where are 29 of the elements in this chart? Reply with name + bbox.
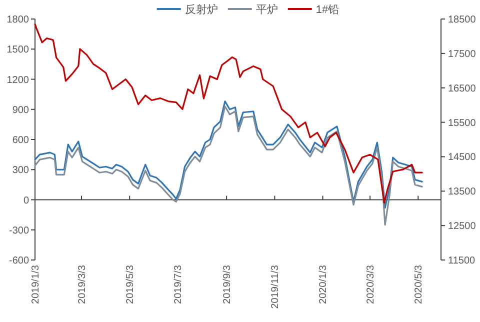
y2-tick-label: 18500 [448, 14, 476, 26]
y-tick-label: 1500 [6, 44, 30, 56]
y2-tick-label: 12500 [448, 221, 476, 232]
legend-label: 平炉 [256, 3, 278, 16]
y2-tick-label: 17500 [448, 48, 476, 60]
x-tick-label: 2019/1/3 [30, 264, 42, 304]
x-tick-label: 2019/7/3 [173, 264, 184, 304]
x-tick-label: 2019/3/3 [77, 264, 88, 304]
y2-tick-label: 16500 [448, 83, 476, 94]
x-tick-label: 2019/9/3 [222, 264, 234, 304]
legend-label: 反射炉 [184, 3, 218, 16]
x-tick-label: 2020/1/3 [318, 264, 330, 304]
y-tick-label: -300 [8, 225, 30, 236]
y-tick-label: 0 [23, 195, 30, 206]
x-tick-label: 2019/11/3 [270, 264, 282, 309]
x-tick-label: 2019/5/3 [125, 264, 136, 304]
y-tick-label: 1200 [6, 74, 30, 86]
x-tick-label: 2020/3/3 [366, 264, 377, 304]
y2-tick-label: 11500 [448, 256, 476, 266]
legend-label: 1#铅 [316, 4, 340, 16]
y2-tick-label: 14500 [448, 152, 476, 164]
y-tick-label: 600 [12, 135, 30, 146]
y-tick-label: 1800 [6, 14, 30, 26]
y-tick-label: -600 [8, 256, 30, 266]
x-tick-label: 2020/5/3 [414, 264, 425, 304]
y2-tick-label: 15500 [448, 118, 476, 129]
y-tick-label: 900 [12, 104, 30, 116]
y2-tick-label: 13500 [448, 186, 476, 198]
y-tick-label: 300 [12, 165, 30, 176]
